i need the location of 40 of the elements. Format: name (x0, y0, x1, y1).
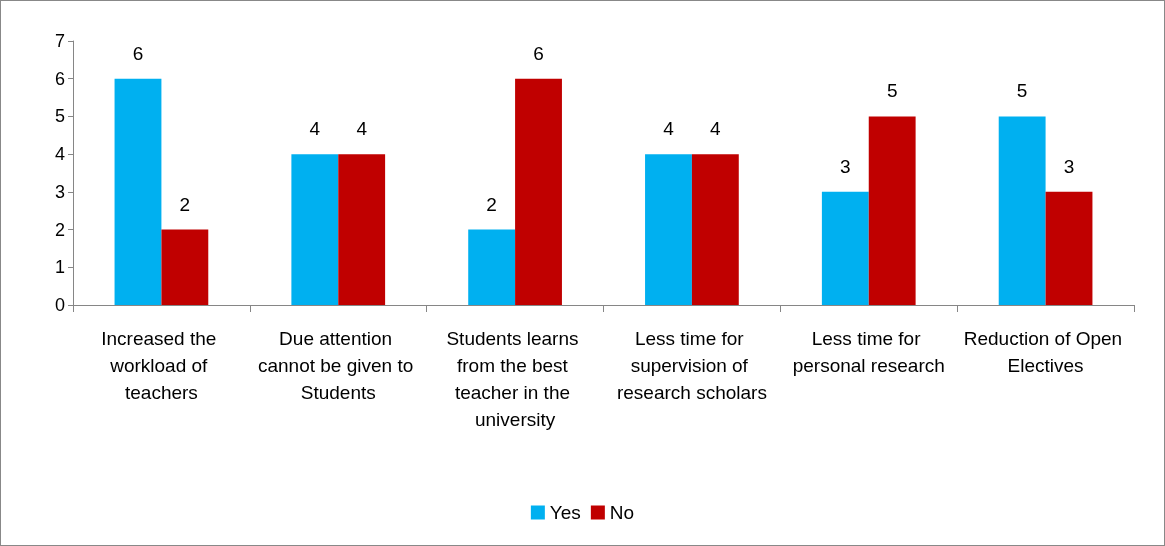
y-tick-label: 0 (54, 295, 65, 315)
x-tick-label: Due attention cannot be given to Students (257, 328, 419, 403)
data-label: 6 (132, 42, 144, 64)
y-tick-label: 6 (54, 68, 65, 89)
bar (291, 154, 339, 305)
bar (691, 154, 739, 305)
data-label: 4 (710, 118, 722, 140)
data-label: 6 (533, 42, 544, 64)
x-tick-label: Students learns from the best teacher in the university (446, 328, 584, 430)
legend-label: Yes (549, 502, 581, 523)
y-tick-label: 1 (54, 257, 65, 278)
y-tick-label: 2 (54, 219, 65, 240)
bar (468, 229, 516, 305)
legend-label: No (609, 502, 635, 523)
bar (114, 78, 162, 305)
x-tick-label: Reduction of Open Electives (963, 328, 1128, 376)
data-label: 4 (309, 118, 321, 140)
y-tick-label: 7 (54, 31, 65, 51)
data-label: 3 (1063, 155, 1075, 177)
x-tick-label: Increased the workload of teachers (101, 328, 222, 403)
data-label: 5 (1016, 80, 1028, 102)
data-label: 3 (840, 155, 851, 177)
bar (821, 191, 869, 305)
x-tick-label: Less time for supervision of research scholars (616, 328, 767, 403)
data-label: 2 (179, 193, 191, 215)
bar (998, 116, 1046, 305)
data-label: 5 (886, 80, 898, 102)
y-tick-label: 3 (54, 181, 65, 202)
y-tick-label: 5 (54, 106, 65, 127)
x-tick-label: Less time for personal research (792, 328, 945, 376)
bar (515, 78, 562, 305)
data-label: 4 (663, 118, 675, 140)
bar (1045, 191, 1093, 305)
bar (645, 154, 692, 305)
bar (338, 154, 386, 305)
data-label: 4 (356, 118, 368, 140)
y-tick-label: 4 (54, 144, 65, 165)
bar (868, 116, 916, 305)
data-label: 2 (486, 193, 497, 215)
bar (161, 229, 209, 305)
